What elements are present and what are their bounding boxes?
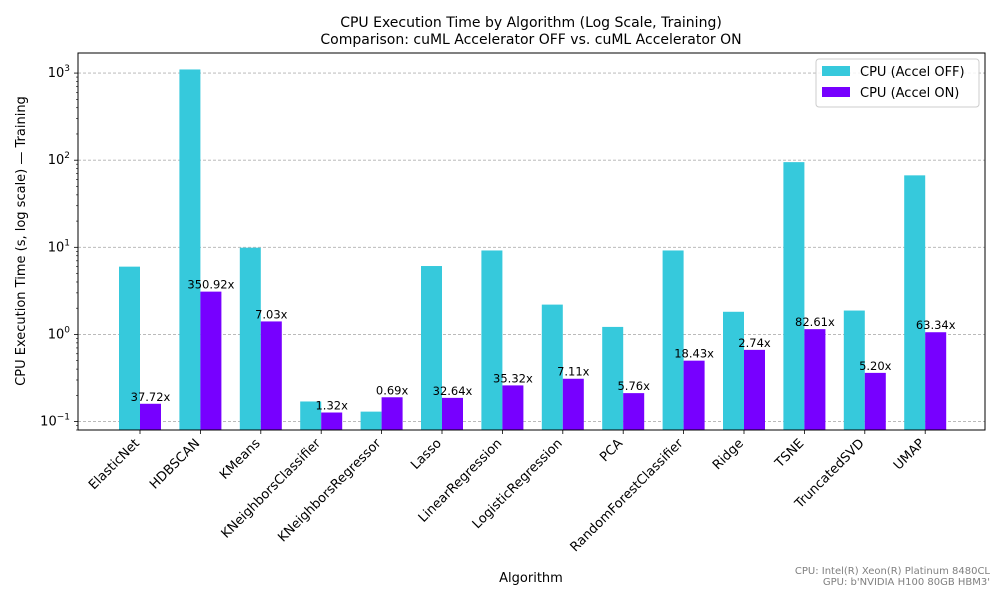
bar-accel-off	[300, 401, 322, 430]
speedup-label: 350.92x	[187, 278, 234, 292]
annotation-labels: 37.72x 350.92x 7.03x 1.32x 0.69x 32.64x 35.32x…	[131, 278, 956, 413]
bar-accel-on	[804, 329, 826, 430]
bar-accel-on	[140, 403, 161, 430]
y-tick-label: 10−1	[40, 413, 70, 430]
speedup-label: 0.69x	[376, 383, 409, 397]
x-tick-label: TSNE	[772, 436, 807, 471]
speedup-label: 18.43x	[674, 347, 714, 361]
bar-accel-on	[683, 360, 705, 430]
x-tick-label: Lasso	[408, 436, 445, 473]
bar-accel-off	[904, 175, 926, 430]
bar-accel-on	[623, 393, 645, 430]
cpu-info: CPU: Intel(R) Xeon(R) Platinum 8480CL	[794, 566, 990, 577]
y-tick-exponent: 2	[64, 151, 70, 161]
y-tick-label: 101	[48, 238, 70, 255]
bar-accel-off	[179, 69, 201, 430]
bar-accel-on	[200, 291, 222, 430]
bar-accel-on	[442, 397, 463, 430]
speedup-label: 35.32x	[493, 371, 533, 385]
speedup-label: 63.34x	[916, 318, 956, 332]
y-tick-exponent: −1	[57, 413, 70, 423]
x-axis-label: Algorithm	[499, 571, 563, 586]
speedup-label: 2.74x	[738, 336, 771, 350]
y-tick-label: 102	[48, 151, 70, 168]
bar-accel-on	[562, 378, 584, 430]
speedup-label: 5.20x	[859, 359, 892, 373]
bar-accel-on	[321, 412, 343, 430]
y-tick-exponent: 3	[64, 64, 70, 74]
bar-accel-off	[602, 326, 624, 430]
x-tick-label: Ridge	[710, 436, 747, 473]
bar-accel-on	[260, 321, 282, 430]
speedup-label: 37.72x	[131, 390, 171, 404]
bar-accel-off	[481, 250, 503, 430]
bar-accel-off	[541, 304, 563, 430]
y-tick-exponent: 0	[64, 325, 70, 335]
y-tick-exponent: 1	[64, 238, 70, 248]
bar-accel-off	[783, 162, 805, 430]
chart-subtitle: Comparison: cuML Accelerator OFF vs. cuM…	[320, 32, 741, 48]
bar-accel-off	[723, 311, 744, 430]
x-tick-label: KNeighborsRegressor	[275, 436, 385, 546]
y-tick-base: 10	[48, 240, 65, 255]
y-tick-base: 10	[48, 66, 65, 81]
speedup-label: 1.32x	[315, 399, 348, 413]
legend: CPU (Accel OFF) CPU (Accel ON)	[815, 58, 980, 108]
bar-accel-on	[744, 349, 765, 430]
x-tick-label: UMAP	[891, 436, 928, 473]
legend-swatch	[822, 87, 850, 97]
y-tick-label: 100	[48, 325, 71, 342]
bar-accel-on	[381, 397, 403, 430]
y-tick-label: 103	[48, 64, 70, 81]
speedup-label: 7.03x	[255, 307, 288, 321]
legend-label: CPU (Accel ON)	[860, 86, 959, 101]
bars-group	[119, 69, 947, 430]
y-tick-base: 10	[40, 415, 57, 430]
bar-accel-off	[843, 310, 865, 430]
plot-frame	[77, 52, 986, 431]
y-tick-base: 10	[48, 327, 65, 342]
speedup-label: 82.61x	[795, 315, 835, 329]
y-axis-label: CPU Execution Time (s, log scale) — Trai…	[14, 96, 29, 386]
x-tick-label: RandomForestClassifier	[568, 436, 687, 555]
x-tick-label: PCA	[597, 436, 626, 465]
x-tick-label: HDBSCAN	[147, 436, 203, 492]
bar-accel-off	[239, 247, 261, 430]
x-tick-label: ElasticNet	[86, 436, 143, 493]
chart-title: CPU Execution Time by Algorithm (Log Sca…	[340, 15, 722, 31]
bar-accel-off	[421, 266, 442, 430]
x-axis: ElasticNet HDBSCAN KMeansKNeighborsClassif…	[86, 430, 928, 555]
x-tick-label: KMeans	[217, 436, 264, 483]
bar-accel-off	[360, 411, 382, 430]
y-tick-base: 10	[48, 153, 65, 168]
hardware-footnote: CPU: Intel(R) Xeon(R) Platinum 8480CL GP…	[795, 566, 990, 588]
speedup-label: 32.64x	[433, 384, 473, 398]
bar-accel-on	[925, 332, 947, 430]
x-tick-label: KNeighborsClassifier	[219, 436, 325, 542]
legend-swatch	[822, 66, 850, 76]
speedup-label: 7.11x	[557, 365, 590, 379]
gpu-info: GPU: b'NVIDIA H100 80GB HBM3'	[822, 577, 990, 588]
bar-accel-off	[119, 266, 140, 430]
legend-frame	[815, 58, 980, 108]
legend-label: CPU (Accel OFF)	[860, 65, 965, 80]
bar-accel-off	[662, 250, 684, 430]
speedup-label: 5.76x	[617, 379, 650, 393]
bar-accel-on	[502, 385, 524, 430]
bar-accel-on	[864, 372, 886, 430]
